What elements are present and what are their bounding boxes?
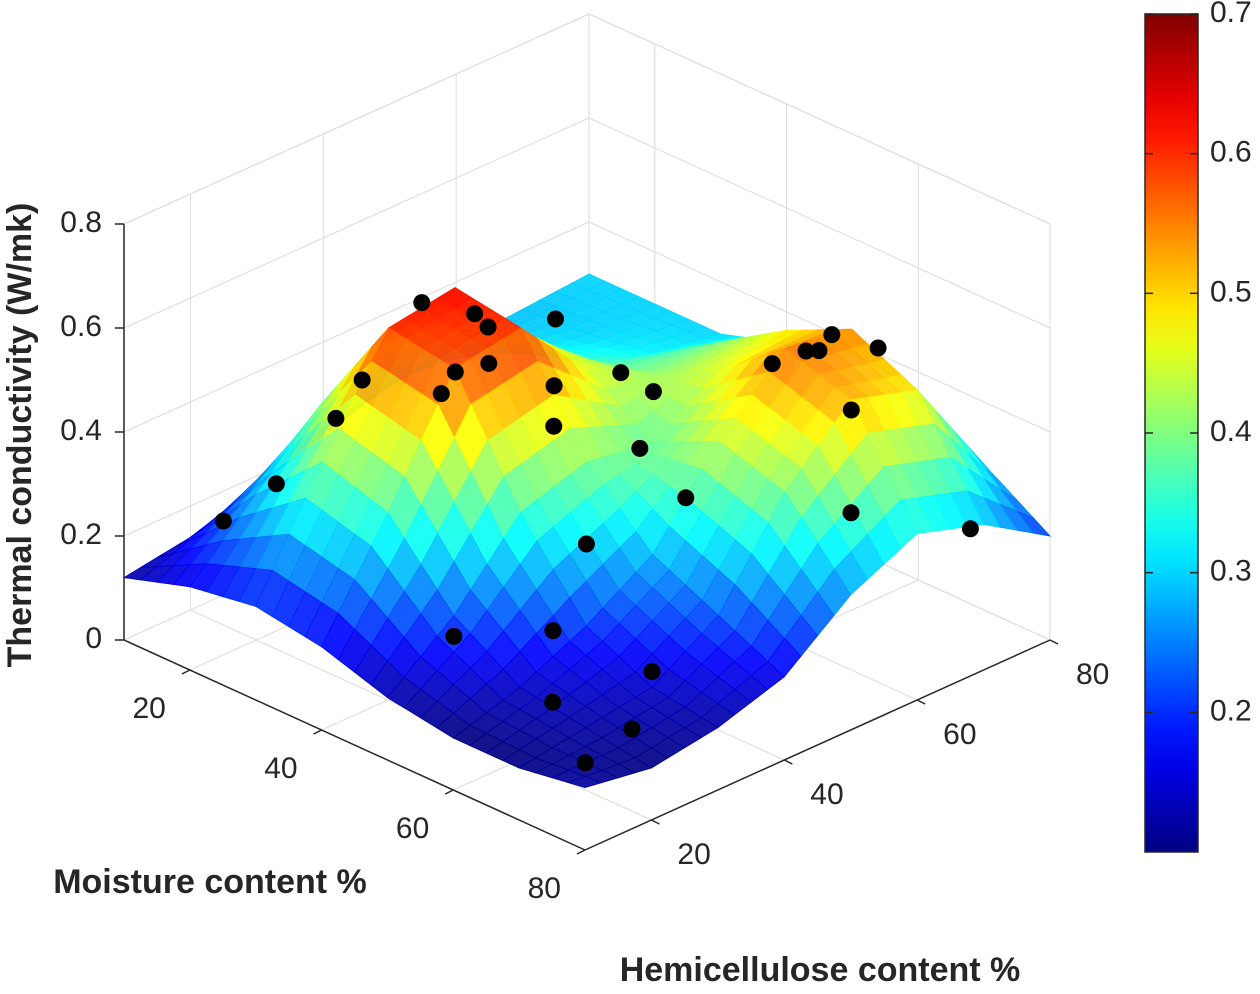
x-tick	[444, 789, 454, 795]
z-tick-label: 0.8	[60, 206, 102, 239]
data-point	[544, 622, 562, 640]
y-tick-label: 80	[1076, 658, 1109, 691]
grid-line	[588, 117, 1051, 329]
y-tick-label: 40	[810, 778, 843, 811]
colorbar-bar	[1144, 13, 1199, 853]
z-tick-label: 0.2	[60, 518, 102, 551]
box-edge	[588, 13, 1051, 225]
y-tick	[651, 819, 660, 825]
data-point	[466, 305, 484, 323]
x-axis	[123, 639, 586, 851]
x-tick	[181, 669, 191, 675]
data-point	[612, 364, 630, 382]
data-point	[267, 475, 285, 493]
x-axis-label: Moisture content %	[53, 863, 367, 901]
colorbar-tick-label: 0.4	[1210, 415, 1252, 448]
colorbar-tick-label: 0.7	[1210, 0, 1252, 29]
x-tick	[576, 849, 586, 855]
surface	[122, 273, 1052, 789]
data-point	[797, 342, 815, 360]
data-point	[842, 401, 860, 419]
y-tick	[1049, 639, 1059, 645]
data-point	[763, 355, 781, 373]
data-point	[432, 385, 450, 403]
colorbar: 0.2 0.3 0.4 0.5 0.6 0.7	[1144, 0, 1252, 853]
data-point	[842, 504, 860, 522]
y-axis	[584, 639, 1051, 851]
data-point	[869, 339, 887, 357]
z-axis-label: Thermal conductivity (W/mk)	[1, 203, 39, 668]
data-point	[479, 318, 497, 336]
x-tick	[313, 729, 322, 735]
y-tick	[916, 699, 926, 705]
grid-line	[588, 221, 1051, 433]
colorbar-tick-label: 0.2	[1210, 694, 1252, 727]
grid-line	[123, 221, 590, 433]
z-tick-label: 0.6	[60, 310, 102, 343]
y-tick-label: 60	[943, 718, 976, 751]
data-point	[823, 326, 841, 344]
data-point	[643, 663, 661, 681]
data-point	[353, 371, 371, 389]
colorbar-tick-label: 0.6	[1210, 136, 1252, 169]
data-point	[544, 693, 562, 711]
z-tick-label: 0.4	[60, 414, 102, 447]
data-point	[545, 377, 563, 395]
data-point	[545, 417, 563, 435]
data-point	[961, 520, 979, 538]
grid-line	[123, 117, 590, 329]
colorbar-tick-label: 0.5	[1210, 275, 1252, 308]
data-point	[327, 409, 345, 427]
data-point	[576, 754, 594, 772]
data-point	[445, 627, 463, 645]
x-tick-label: 60	[396, 812, 429, 845]
y-tick	[783, 759, 793, 765]
data-point	[214, 512, 232, 530]
z-tick-label: 0	[85, 622, 102, 655]
data-point	[480, 354, 498, 372]
data-point	[631, 439, 649, 457]
colorbar-tick-label: 0.3	[1210, 555, 1252, 588]
y-axis-label: Hemicellulose content %	[620, 951, 1021, 989]
data-point	[623, 720, 641, 738]
data-point	[810, 342, 828, 360]
data-point	[413, 294, 431, 312]
data-point	[644, 383, 662, 401]
x-tick-label: 40	[264, 752, 297, 785]
data-point	[547, 310, 564, 328]
surface-patch	[567, 776, 603, 789]
data-point	[577, 535, 595, 553]
y-tick-label: 20	[677, 838, 710, 871]
x-tick-label: 80	[528, 872, 561, 905]
data-point	[677, 489, 695, 507]
data-point	[446, 363, 464, 381]
x-tick-label: 20	[132, 692, 165, 725]
points	[214, 294, 979, 772]
box-edge	[123, 13, 590, 225]
